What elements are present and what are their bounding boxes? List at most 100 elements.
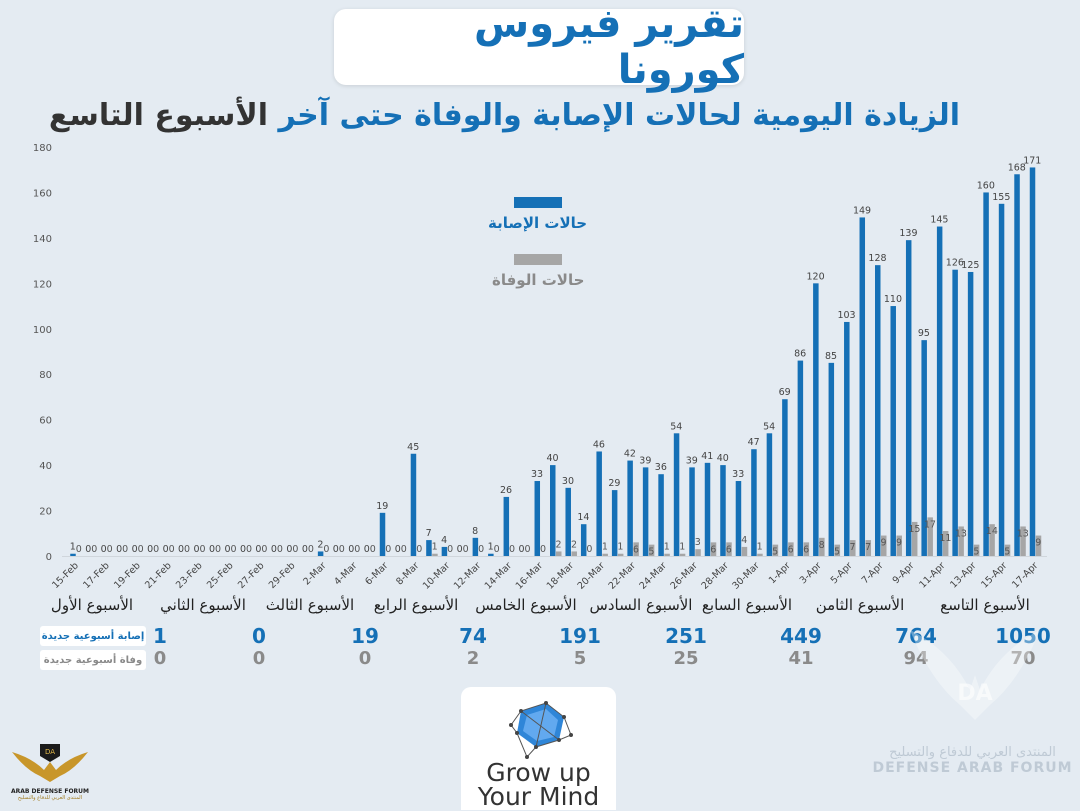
x-tick-label: 27-Feb (236, 560, 267, 591)
weekly-cases-value: 449 (780, 624, 822, 648)
cases-bar (813, 283, 819, 556)
y-tick-label: 120 (33, 279, 52, 290)
cases-bar (627, 460, 633, 556)
cases-value-label: 110 (884, 294, 902, 305)
cases-bar (565, 487, 571, 556)
x-tick-label: 24-Mar (638, 560, 669, 591)
x-tick-label: 26-Mar (668, 560, 699, 591)
deaths-value-label: 0 (91, 544, 97, 555)
cases-value-label: 149 (853, 205, 871, 216)
cases-bar (673, 433, 680, 556)
cases-bar (998, 203, 1005, 557)
deaths-value-label: 17 (924, 519, 936, 530)
cases-bar (766, 433, 773, 556)
x-tick-label: 9-Apr (891, 560, 917, 586)
weekly-cases-value: 191 (559, 624, 601, 648)
badge-name: ARAB DEFENSE FORUM (10, 788, 90, 795)
cases-bar (642, 467, 649, 556)
cases-value-label: 0 (255, 544, 261, 555)
cases-bar (735, 481, 742, 556)
deaths-value-label: 0 (76, 544, 82, 555)
deaths-value-label: 0 (153, 544, 159, 555)
deaths-bar (726, 542, 732, 556)
y-tick-label: 140 (33, 234, 52, 245)
cases-value-label: 95 (918, 328, 930, 339)
title-banner: تقرير فيروس كورونا (334, 1, 744, 93)
deaths-value-label: 6 (726, 544, 732, 555)
cases-value-label: 85 (825, 351, 837, 362)
cases-value-label: 8 (472, 526, 478, 537)
cases-value-label: 2 (317, 539, 323, 550)
subtitle-part-1: الزيادة اليومية لحالات الإصابة والوفاة ح… (278, 98, 960, 133)
watermark-emblem-icon: DA (910, 630, 1040, 720)
deaths-value-label: 11 (939, 533, 951, 544)
deaths-bar (896, 535, 902, 556)
week-label: الأسبوع التاسع (940, 596, 1030, 614)
cases-bar (704, 462, 711, 556)
cases-bar (1029, 167, 1036, 556)
week-label: الأسبوع الثاني (160, 596, 246, 614)
x-tick-label: 19-Feb (112, 560, 143, 591)
week-label: الأسبوع السابع (701, 596, 793, 614)
deaths-value-label: 0 (447, 544, 453, 555)
badge-subtitle: المنتدى العربي للدفاع والتسليح (17, 795, 83, 801)
cases-value-label: 54 (670, 421, 682, 432)
x-tick-label: 20-Mar (576, 560, 607, 591)
weekly-cases-value: 764 (895, 624, 937, 648)
cases-bar (472, 537, 479, 556)
cases-bar (797, 360, 804, 556)
x-tick-label: 14-Mar (483, 560, 514, 591)
x-tick-label: 17-Apr (1010, 560, 1040, 590)
cases-value-label: 19 (376, 501, 388, 512)
deaths-bar (556, 551, 562, 556)
cases-bar (596, 451, 602, 556)
deaths-bar (1004, 544, 1011, 556)
x-tick-label: 1-Apr (767, 560, 793, 586)
cases-value-label: 46 (593, 439, 605, 450)
deaths-value-label: 2 (555, 539, 561, 550)
cases-bar (828, 362, 835, 556)
cases-value-label: 155 (992, 192, 1010, 203)
deaths-bar (803, 542, 810, 556)
cases-value-label: 0 (457, 544, 463, 555)
arab-defense-forum-badge: DA ARAB DEFENSE FORUM المنتدى العربي للد… (4, 740, 96, 801)
legend-deaths: حالات الوفاة (492, 254, 584, 289)
deaths-bar (927, 517, 933, 556)
deaths-value-label: 1 (664, 542, 670, 553)
cases-value-label: 0 (178, 544, 184, 555)
svg-text:DA: DA (45, 748, 55, 756)
cases-bar (534, 481, 541, 556)
deaths-bar (633, 542, 639, 556)
week-labels: الأسبوع الأول الأسبوع الثاني الأسبوع الثال… (0, 596, 1080, 620)
y-tick-label: 0 (46, 552, 52, 563)
deaths-bar (679, 553, 686, 556)
weekly-cases-value: 19 (351, 624, 379, 648)
deaths-value-label: 6 (633, 544, 639, 555)
deaths-bar (850, 540, 856, 556)
deaths-value-label: 0 (184, 544, 190, 555)
cases-bar (952, 269, 958, 556)
cases-value-label: 14 (577, 512, 589, 523)
deaths-bar (834, 544, 841, 556)
cases-value-label: 40 (717, 453, 729, 464)
deaths-bar (989, 524, 995, 556)
x-tick-label: 21-Feb (143, 560, 174, 591)
cases-bar (689, 467, 695, 556)
x-tick-label: 23-Feb (174, 560, 205, 591)
deaths-bar (602, 553, 608, 556)
cases-value-label: 33 (732, 469, 744, 480)
week-label: الأسبوع الرابع (373, 596, 459, 614)
y-tick-label: 100 (33, 325, 52, 336)
deaths-bar (710, 542, 717, 556)
weekly-cases-value: 1050 (995, 624, 1051, 648)
x-tick-label: 30-Mar (730, 560, 761, 591)
cases-bar (890, 306, 896, 556)
cases-value-label: 0 (302, 544, 308, 555)
deaths-bar (757, 553, 763, 556)
x-tick-label: 11-Apr (917, 560, 947, 590)
cases-bar (488, 553, 494, 556)
cases-value-label: 39 (639, 455, 651, 466)
cases-value-label: 4 (441, 535, 447, 546)
cases-bar (859, 217, 866, 556)
deaths-value-label: 14 (986, 526, 998, 537)
